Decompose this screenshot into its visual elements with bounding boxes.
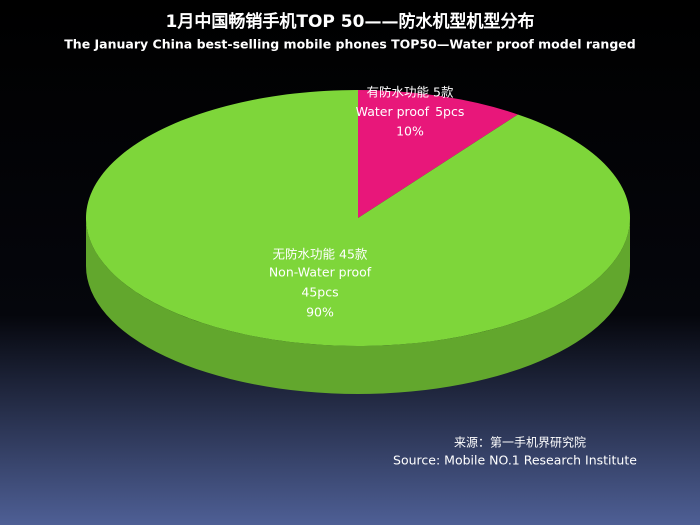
source: 来源：第一手机界研究院	[454, 435, 586, 450]
source-en: Source: Mobile NO.1 Research Institute	[393, 453, 637, 468]
english-name: Water proof	[356, 104, 430, 119]
unit-label: 45pcs	[301, 285, 338, 300]
chart-title: 1月中国畅销手机TOP 50——防水机型机型分布	[166, 11, 535, 32]
category-label: 无防水功能 45款	[273, 247, 368, 262]
unit-label: 5pcs	[435, 104, 464, 119]
category-label: 有防水功能 5款	[367, 85, 454, 100]
english-label: Water proof 5pcs	[356, 104, 465, 119]
pie-side	[86, 218, 630, 394]
pie-slice	[358, 90, 518, 218]
value-label: 90%	[306, 305, 334, 320]
pie: 有防水功能 5款 Water proof 5pcs 10% 无防水功能 45款 Non-W…	[85, 85, 630, 394]
pie-slice	[85, 90, 630, 346]
chart-subtitle: The January China best-selling mobile ph…	[64, 37, 635, 52]
english-name: Non-Water proof	[269, 265, 372, 280]
value-label: 10%	[396, 124, 424, 139]
